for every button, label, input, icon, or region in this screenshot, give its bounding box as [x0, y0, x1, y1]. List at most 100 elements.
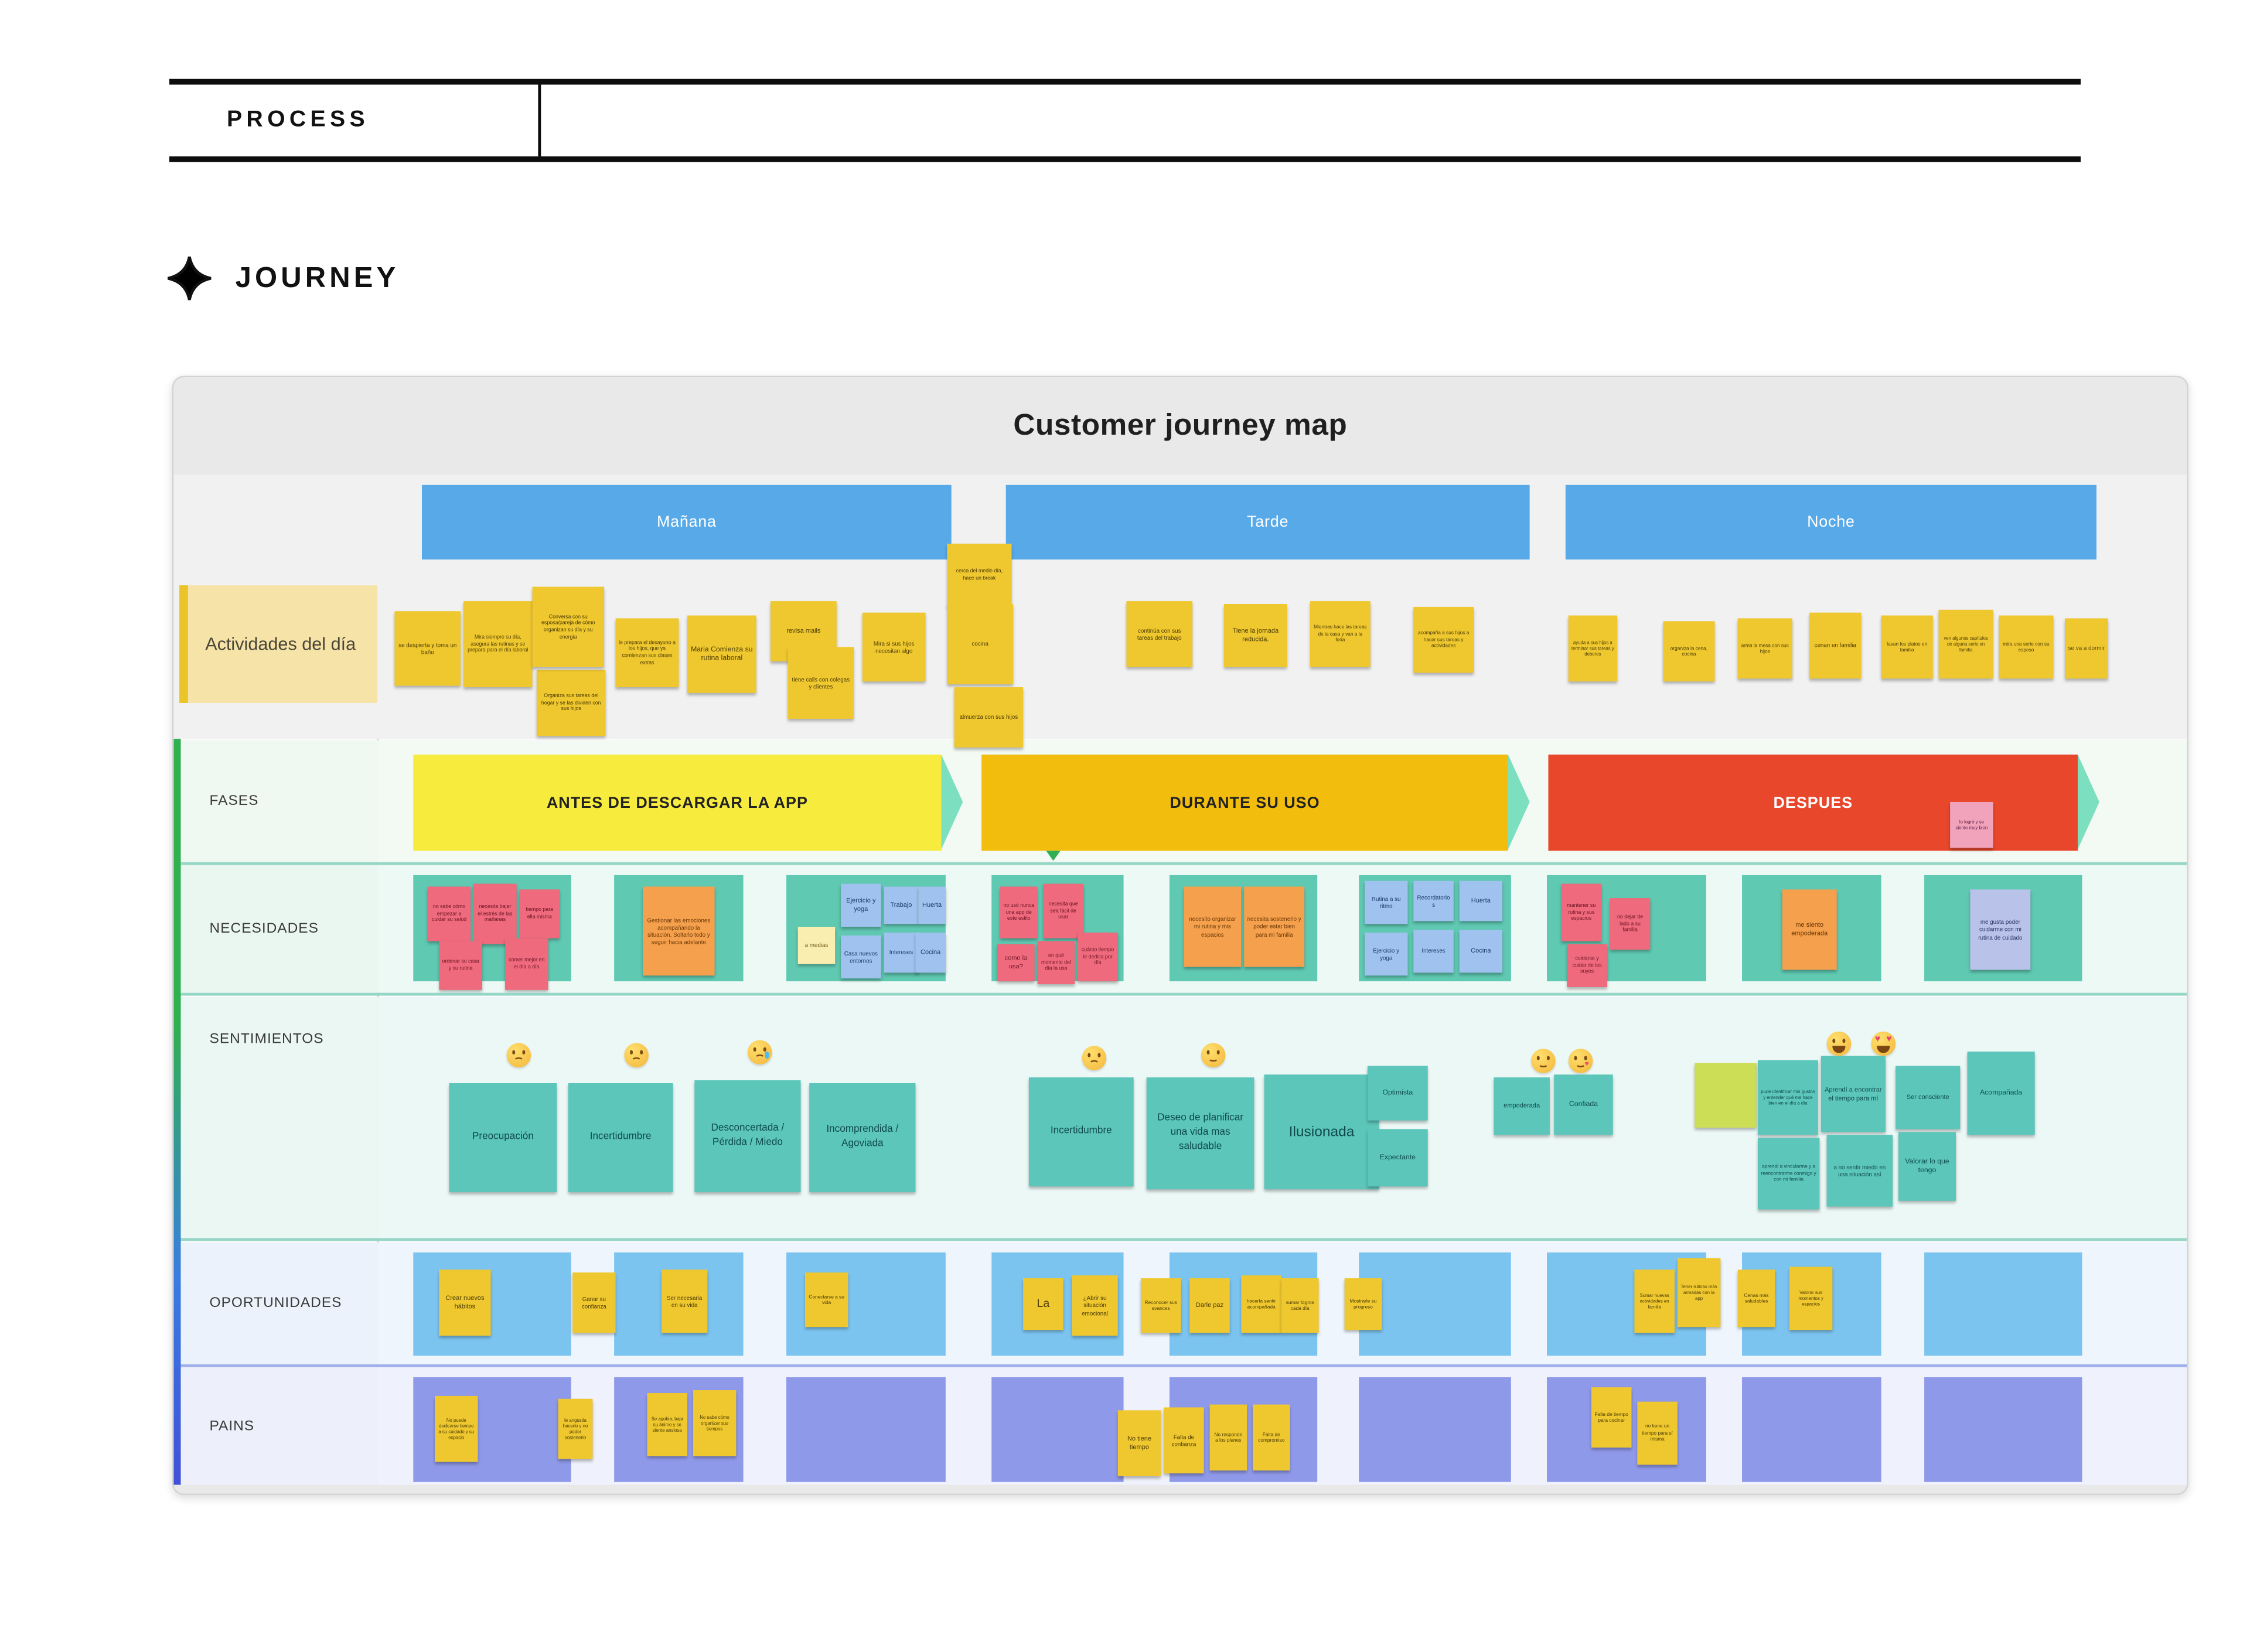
sticky-note[interactable]: Conversa con su esposa/pareja de cómo or…: [532, 586, 605, 667]
sticky-note[interactable]: no tiene un tiempo para sí misma: [1637, 1401, 1678, 1465]
sticky-note[interactable]: No puede dedicarse tiempo a su cuidado y…: [435, 1395, 478, 1462]
emoji-smiling-icon[interactable]: [1531, 1049, 1556, 1073]
sticky-note[interactable]: mantener su rutina y sus espacios: [1561, 883, 1602, 941]
opportunity-panel[interactable]: [1924, 1252, 2082, 1356]
sticky-note[interactable]: Tener rutinas más armadas con la app: [1677, 1258, 1721, 1327]
sticky-note[interactable]: le angustia hacerlo y no poder sostenerl…: [558, 1398, 593, 1459]
sticky-note[interactable]: Ganar su confianza: [572, 1272, 616, 1333]
sticky-note[interactable]: necesita que sea fácil de usar: [1043, 883, 1083, 938]
sticky-note[interactable]: Intereses: [1413, 929, 1454, 973]
sticky-note[interactable]: Cocina: [1459, 929, 1503, 973]
sticky-note[interactable]: Conectarse a su vida: [804, 1272, 848, 1327]
sticky-note[interactable]: necesito organizar mi rutina y mis espac…: [1184, 886, 1242, 967]
column-header-manana[interactable]: Mañana: [422, 484, 952, 560]
sticky-note[interactable]: Mira si sus hijos necesitan algo: [862, 612, 926, 682]
sticky-note[interactable]: cuidarse y cuidar de los suyos: [1567, 944, 1607, 987]
sticky-note[interactable]: Expectante: [1367, 1129, 1428, 1187]
sticky-note[interactable]: Gestionar las emociones acompañando la s…: [643, 886, 715, 976]
sticky-note[interactable]: Intereses: [884, 932, 919, 973]
sticky-note[interactable]: Ilusionada: [1264, 1074, 1379, 1190]
phase-despues[interactable]: DESPUES: [1548, 755, 2078, 851]
sticky-note[interactable]: sumar logros cada día: [1281, 1278, 1319, 1333]
emoji-grinning-icon[interactable]: [1826, 1031, 1852, 1056]
sticky-note[interactable]: [1695, 1063, 1757, 1128]
sticky-note[interactable]: necesita sostenerlo y poder estar bien p…: [1244, 886, 1305, 967]
sticky-note[interactable]: a no sentir miedo en una situación así: [1826, 1135, 1893, 1207]
sticky-note[interactable]: Optimista: [1367, 1066, 1428, 1121]
customer-journey-map-image[interactable]: Customer journey map Mañana Tarde Noche …: [172, 376, 2188, 1495]
sticky-note[interactable]: Preocupación: [449, 1083, 557, 1193]
column-header-tarde[interactable]: Tarde: [1005, 484, 1530, 560]
emoji-unsure-icon[interactable]: [1082, 1046, 1107, 1070]
sticky-note[interactable]: La: [1023, 1278, 1063, 1330]
sticky-note[interactable]: cocina: [947, 604, 1013, 685]
emoji-kissing-heart-icon[interactable]: ♥: [1568, 1049, 1593, 1073]
opportunity-panel[interactable]: [1359, 1252, 1511, 1356]
needs-panel[interactable]: me gusta poder cuidarme con mi rutina de…: [1924, 875, 2082, 982]
sticky-note[interactable]: arma la mesa con sus hijos: [1737, 618, 1792, 679]
sticky-note[interactable]: necesita bajar el estrés de las mañanas: [473, 883, 517, 944]
sticky-note[interactable]: empoderada: [1494, 1077, 1550, 1135]
sticky-note[interactable]: tiempo para ella misma: [519, 889, 560, 938]
sticky-note[interactable]: lo logró y se siente muy bien: [1950, 801, 1993, 848]
needs-panel[interactable]: no usó nunca una app de este estilo nece…: [991, 875, 1124, 985]
sticky-note[interactable]: Recordatorios: [1413, 880, 1454, 921]
sticky-note[interactable]: me siento empoderada: [1782, 889, 1837, 970]
sticky-note[interactable]: Falta de confianza: [1164, 1407, 1204, 1474]
sticky-note[interactable]: Huerta: [918, 886, 946, 924]
sticky-note[interactable]: lavan los platos en familia: [1881, 615, 1933, 679]
pains-panel[interactable]: [991, 1377, 1124, 1482]
sticky-note[interactable]: Trabajo: [884, 886, 919, 924]
sticky-note[interactable]: Se agobia, baja su ánimo y se siente ans…: [647, 1392, 688, 1456]
sticky-note[interactable]: Falta de compromiso: [1252, 1404, 1290, 1471]
sticky-note[interactable]: Desconcertada / Pérdida / Miedo: [694, 1080, 801, 1193]
sticky-note[interactable]: Sumar nuevas actividades en familia: [1634, 1269, 1675, 1333]
sticky-note[interactable]: Cenas más saludables: [1737, 1269, 1775, 1327]
sticky-note[interactable]: Ser necesaria en su vida: [661, 1269, 708, 1333]
needs-panel[interactable]: no sabe cómo empezar a cuidar su salud n…: [413, 875, 571, 990]
sticky-note[interactable]: Falta de tiempo para cocinar: [1591, 1387, 1632, 1448]
sticky-note[interactable]: Rutina a su ritmo: [1364, 880, 1408, 924]
phase-antes[interactable]: ANTES DE DESCARGAR LA APP: [413, 755, 942, 851]
sticky-note[interactable]: Ejercicio y yoga: [841, 883, 881, 927]
sticky-note[interactable]: pude identificar mis gustos y entender q…: [1758, 1060, 1818, 1135]
sticky-note[interactable]: Maria Comienza su rutina laboral: [687, 615, 756, 693]
sticky-note[interactable]: no sabe cómo empezar a cuidar su salud: [427, 886, 471, 941]
sticky-note[interactable]: me gusta poder cuidarme con mi rutina de…: [1970, 889, 2031, 970]
sticky-note[interactable]: se despierta y toma un baño: [394, 611, 461, 686]
opportunity-panel[interactable]: [413, 1252, 571, 1356]
sticky-note[interactable]: le prepara el desayuno a los hijos, que …: [615, 618, 679, 688]
sticky-note[interactable]: No sabe cómo organizar sus tiempos: [693, 1390, 737, 1456]
needs-panel[interactable]: necesito organizar mi rutina y mis espac…: [1169, 875, 1318, 982]
needs-panel[interactable]: a medias Ejercicio y yoga Trabajo Huerta…: [786, 875, 946, 982]
sticky-note[interactable]: Reconocer sus avances: [1140, 1278, 1181, 1333]
sticky-note[interactable]: Mostrarle su progreso: [1344, 1278, 1382, 1330]
sticky-note[interactable]: Darle paz: [1189, 1278, 1230, 1333]
sticky-note[interactable]: ven algunos capítulos de alguna serie en…: [1938, 609, 1993, 679]
emoji-crying-icon[interactable]: [747, 1040, 772, 1065]
needs-panel[interactable]: Rutina a su ritmo Recordatorios Huerta E…: [1359, 875, 1511, 982]
emoji-worried-icon[interactable]: [506, 1043, 531, 1068]
sticky-note[interactable]: ordenar su casa y su rutina: [439, 941, 482, 990]
sticky-note[interactable]: Valorar lo que tengo: [1898, 1132, 1956, 1201]
sticky-note[interactable]: no usó nunca una app de este estilo: [1000, 886, 1038, 938]
sticky-note[interactable]: Acompañada: [1967, 1052, 2035, 1135]
sticky-note[interactable]: ayuda a sus hijos a terminar sus tareas …: [1568, 615, 1618, 682]
sticky-note[interactable]: hacerla sentir acompañada: [1241, 1275, 1281, 1333]
pains-panel[interactable]: [1742, 1377, 1881, 1482]
emoji-sad-icon[interactable]: [624, 1043, 649, 1068]
sticky-note[interactable]: organiza la cena, cocina: [1663, 621, 1715, 682]
sticky-note[interactable]: tiene calls con colegas y clientes: [788, 647, 854, 719]
sticky-note[interactable]: No tiene tiempo: [1117, 1410, 1161, 1477]
column-header-noche[interactable]: Noche: [1565, 484, 2096, 560]
needs-panel[interactable]: mantener su rutina y sus espacios no dej…: [1547, 875, 1706, 987]
sticky-note[interactable]: no dejar de lado a su familia: [1610, 898, 1651, 950]
sticky-note[interactable]: Ejercicio y yoga: [1364, 932, 1408, 976]
sticky-note[interactable]: comer mejor en el día a día: [505, 938, 548, 990]
sticky-note[interactable]: Cocina: [915, 932, 946, 973]
journey-heading[interactable]: JOURNEY: [166, 255, 399, 301]
sticky-note[interactable]: cuánto tiempo le dedica por día: [1078, 932, 1118, 982]
pains-panel[interactable]: [1359, 1377, 1511, 1482]
sticky-note[interactable]: Mira siempre su día, asegura las rutinas…: [463, 601, 533, 688]
sticky-note[interactable]: Aprendí a encontrar el tiempo para mí: [1821, 1056, 1886, 1132]
